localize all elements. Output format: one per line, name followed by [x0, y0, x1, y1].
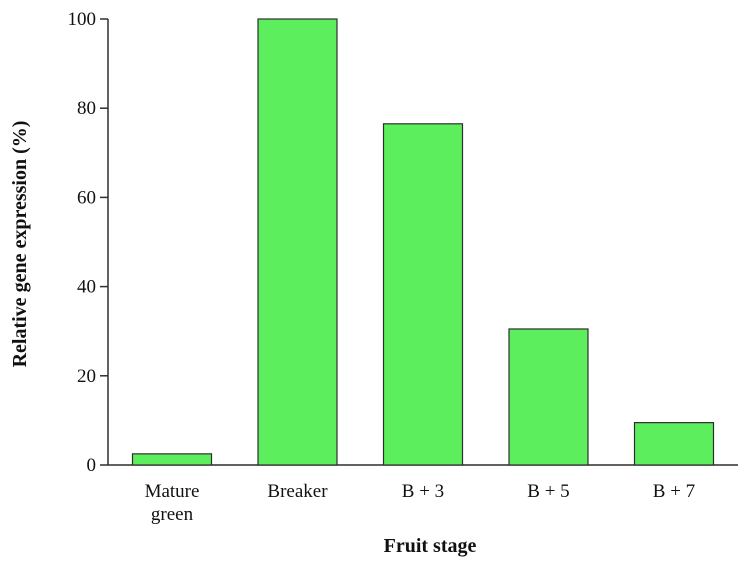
- y-axis-title: Relative gene expression (%): [9, 121, 31, 368]
- x-tick-label: B + 5: [527, 481, 569, 502]
- x-tick-label: B + 3: [402, 481, 444, 502]
- labels: 0 20 40 60 80 100 Mature green Breaker B + 3 B + 5…: [68, 9, 696, 525]
- bar: [257, 18, 338, 466]
- y-tick-label: 80: [77, 98, 96, 119]
- x-tick-label: Breaker: [267, 481, 328, 502]
- bar: [633, 422, 715, 466]
- x-tick-label: B + 7: [653, 481, 695, 502]
- bar: [382, 123, 464, 466]
- y-tick-label: 0: [87, 455, 97, 476]
- y-tick-label: 100: [68, 9, 97, 30]
- bar: [131, 453, 213, 466]
- x-tick-label: Mature green: [145, 481, 200, 525]
- y-tick-label: 20: [77, 366, 96, 387]
- bars: [131, 18, 715, 466]
- y-tick-label: 60: [77, 187, 96, 208]
- bar: [508, 328, 589, 466]
- y-tick-label: 40: [77, 277, 96, 298]
- x-axis-title: Fruit stage: [384, 535, 477, 557]
